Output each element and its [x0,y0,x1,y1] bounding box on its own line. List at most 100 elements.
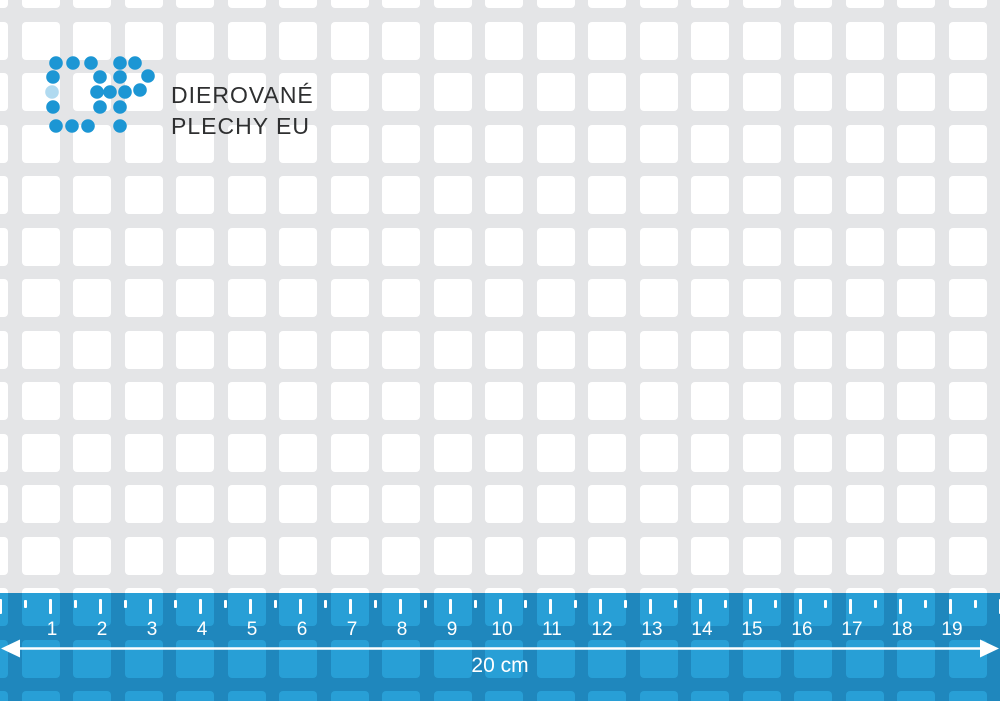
square-hole [639,593,678,626]
square-hole [742,593,781,626]
square-hole [227,176,266,214]
square-hole [73,0,111,8]
square-hole [691,593,729,626]
half-cm-tick [774,600,777,608]
square-hole [639,485,678,523]
square-hole [21,279,60,317]
square-hole [691,227,729,266]
square-hole [691,21,729,60]
square-hole [845,639,884,678]
half-cm-tick [524,600,527,608]
square-hole [845,21,884,60]
square-hole [897,21,935,60]
half-cm-tick [224,600,227,608]
logo-dot [65,119,79,133]
square-hole [897,691,935,701]
square-hole [845,124,884,163]
square-hole [588,0,626,8]
square-hole [279,330,317,369]
square-hole [948,691,987,701]
square-hole [176,691,214,701]
square-hole [330,639,369,678]
square-hole [0,691,8,701]
square-hole [485,330,523,369]
square-hole [124,21,163,60]
square-hole [794,73,832,111]
square-hole [536,593,575,626]
square-hole [433,124,472,163]
ruler-number: 18 [891,619,913,640]
square-hole [21,485,60,523]
square-hole [382,73,420,111]
square-hole [73,279,111,317]
square-hole [227,227,266,266]
square-hole [73,227,111,266]
cm-tick [649,599,652,614]
square-hole [948,382,987,420]
cm-tick [799,599,802,614]
square-hole [485,639,523,678]
ruler-number: 17 [841,619,863,640]
square-hole [73,536,111,575]
logo-dot [118,85,132,99]
square-hole [279,639,317,678]
square-hole [21,639,60,678]
square-hole [742,176,781,214]
square-hole [897,176,935,214]
cm-tick [249,599,252,614]
square-hole [588,691,626,701]
square-hole [536,433,575,472]
square-hole [176,382,214,420]
square-hole [0,639,8,678]
logo-dot [113,100,127,114]
half-cm-tick [724,600,727,608]
square-hole [279,176,317,214]
half-cm-tick [324,600,327,608]
square-hole [691,330,729,369]
square-hole [794,124,832,163]
half-cm-tick [874,600,877,608]
square-hole [485,593,523,626]
square-hole [21,536,60,575]
square-hole [948,124,987,163]
square-hole [639,691,678,701]
logo-dot [141,69,155,83]
cm-tick [949,599,952,614]
logo-dot [46,70,60,84]
half-cm-tick [974,600,977,608]
cm-tick [0,599,2,614]
square-hole [639,382,678,420]
half-cm-tick [474,600,477,608]
cm-tick [399,599,402,614]
logo-dot [93,100,107,114]
logo-dot [93,70,107,84]
square-hole [536,73,575,111]
logo-dot [46,100,60,114]
square-hole [73,433,111,472]
square-hole [73,176,111,214]
square-hole [845,433,884,472]
square-hole [124,691,163,701]
square-hole [227,485,266,523]
square-hole [433,639,472,678]
square-hole [382,382,420,420]
square-hole [279,21,317,60]
square-hole [0,0,8,8]
square-hole [794,536,832,575]
cm-tick [599,599,602,614]
square-hole [588,536,626,575]
square-hole [227,0,266,8]
ruler-length-label: 20 cm [471,654,529,677]
square-hole [73,639,111,678]
logo-dot [66,56,80,70]
square-hole [330,73,369,111]
brand-name: DIEROVANÉ PLECHY EU [171,80,314,142]
square-hole [588,330,626,369]
square-hole [536,536,575,575]
square-hole [691,124,729,163]
square-hole [794,0,832,8]
ruler-number: 8 [396,619,408,640]
square-hole [433,485,472,523]
half-cm-tick [174,600,177,608]
square-hole [330,0,369,8]
